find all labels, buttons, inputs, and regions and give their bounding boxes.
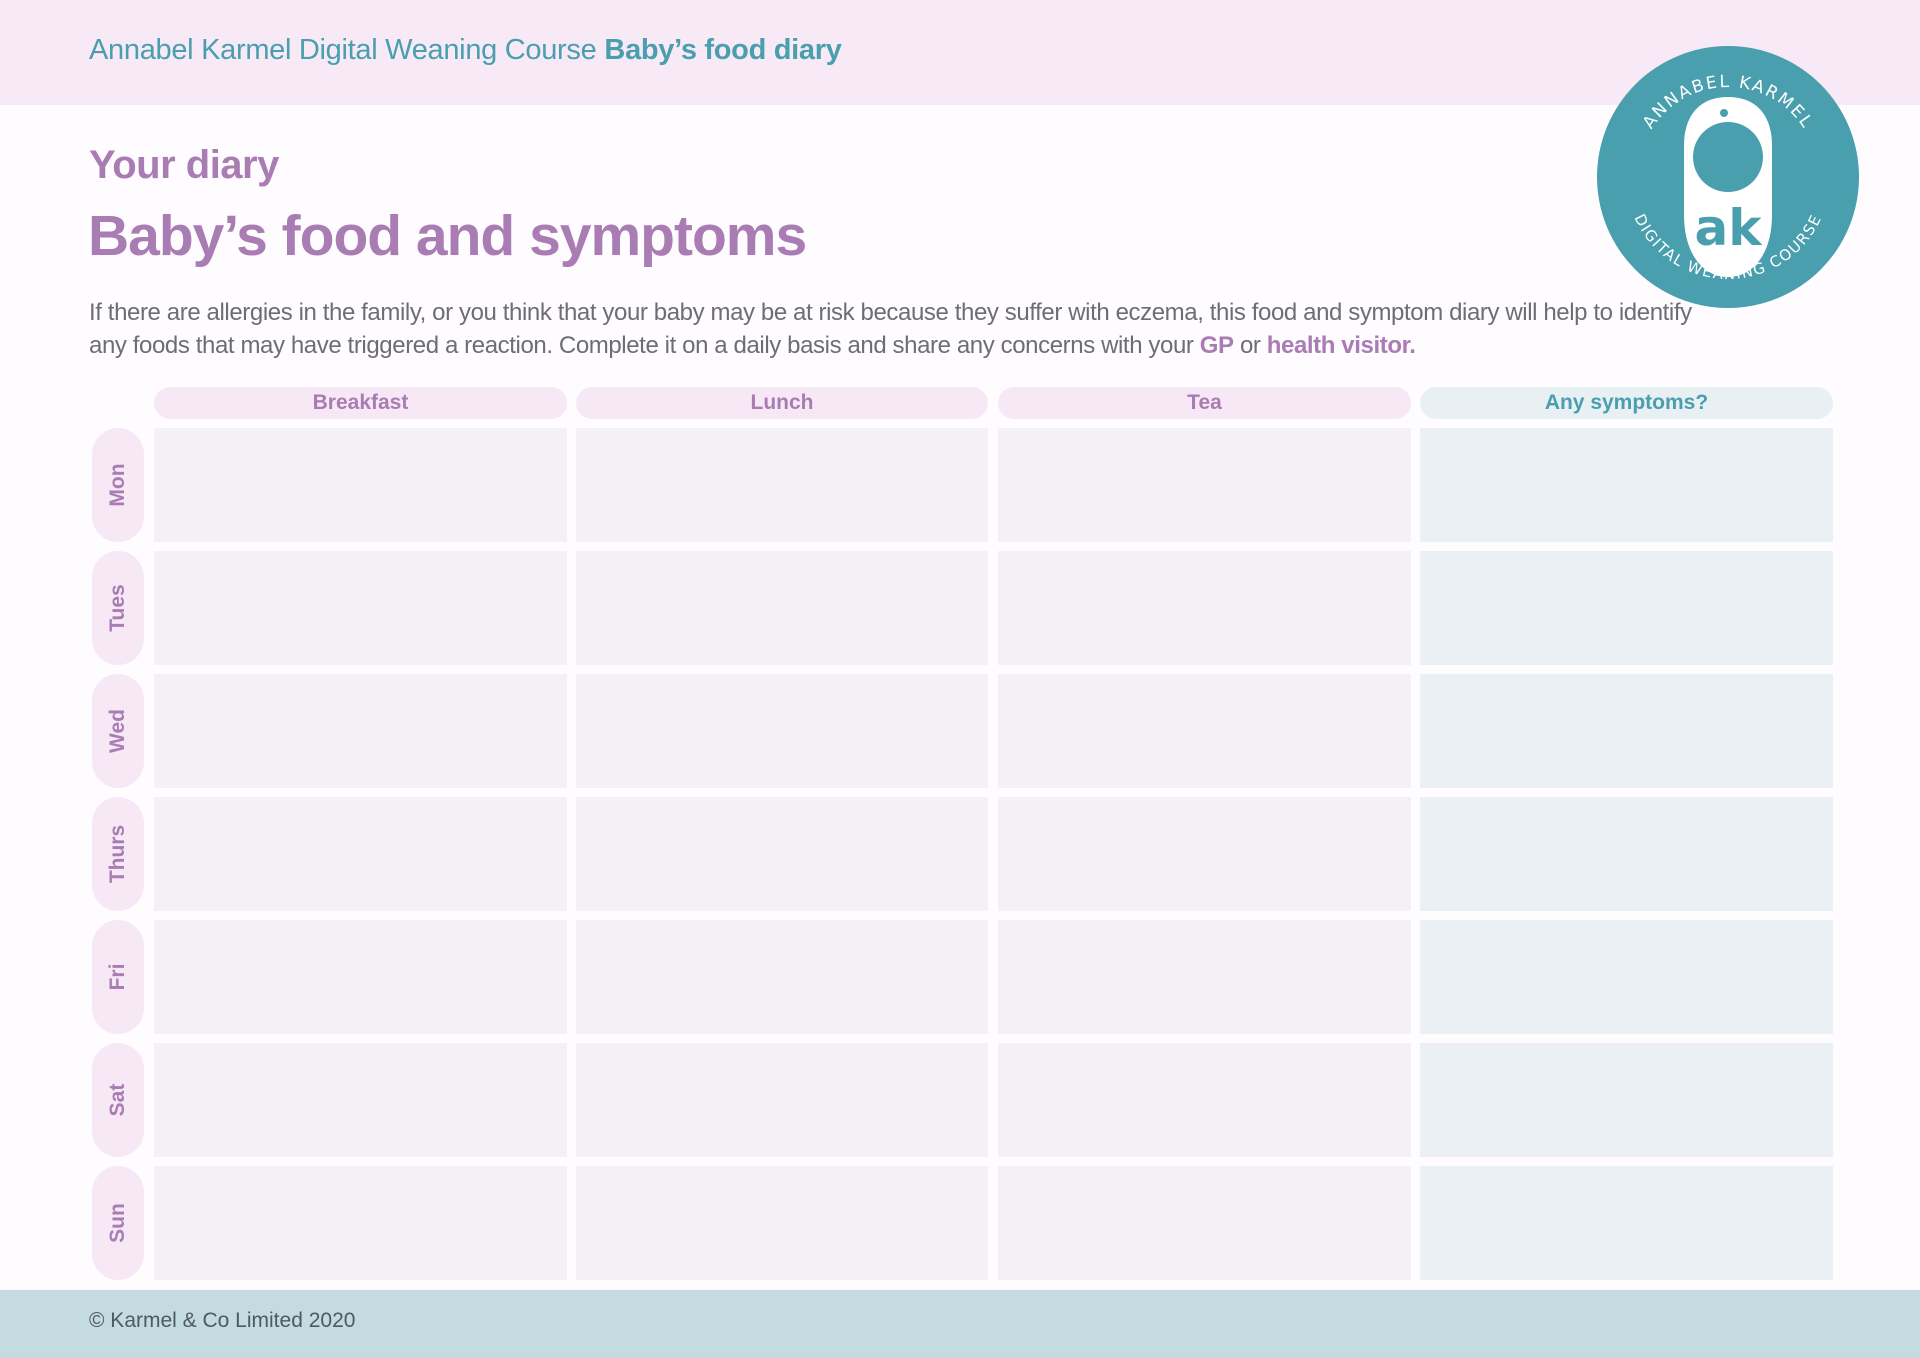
table-cell-wed-breakfast[interactable]	[154, 674, 567, 788]
column-header-tea: Tea	[998, 387, 1411, 419]
intro-text: If there are allergies in the family, or…	[89, 299, 1692, 359]
table-cell-tues-symptoms[interactable]	[1420, 551, 1833, 665]
bib-logo-icon: ak ANNABEL KARMEL DIGITAL WEANING COURSE	[1597, 46, 1859, 308]
table-cell-tues-tea[interactable]	[998, 551, 1411, 665]
day-label-thurs: Thurs	[92, 797, 144, 911]
table-cell-tues-lunch[interactable]	[576, 551, 988, 665]
table-cell-sun-lunch[interactable]	[576, 1166, 988, 1280]
table-cell-mon-lunch[interactable]	[576, 428, 988, 542]
top-banner: Annabel Karmel Digital Weaning Course Bab…	[0, 0, 1920, 105]
course-name: Annabel Karmel Digital Weaning Course	[89, 34, 597, 66]
table-cell-wed-lunch[interactable]	[576, 674, 988, 788]
table-cell-sat-symptoms[interactable]	[1420, 1043, 1833, 1157]
table-cell-sun-breakfast[interactable]	[154, 1166, 567, 1280]
table-cell-wed-tea[interactable]	[998, 674, 1411, 788]
table-cell-fri-lunch[interactable]	[576, 920, 988, 1034]
table-cell-thurs-symptoms[interactable]	[1420, 797, 1833, 911]
footer: © Karmel & Co Limited 2020	[0, 1290, 1920, 1358]
column-header-breakfast: Breakfast	[154, 387, 567, 419]
table-cell-mon-tea[interactable]	[998, 428, 1411, 542]
intro-paragraph: If there are allergies in the family, or…	[89, 296, 1709, 362]
table-cell-fri-symptoms[interactable]	[1420, 920, 1833, 1034]
day-label-fri: Fri	[92, 920, 144, 1034]
page-kicker: Your diary	[89, 143, 279, 187]
svg-text:ak: ak	[1695, 199, 1764, 257]
page-title: Baby’s food and symptoms	[88, 204, 807, 268]
table-cell-sun-tea[interactable]	[998, 1166, 1411, 1280]
table-cell-thurs-breakfast[interactable]	[154, 797, 567, 911]
table-cell-fri-tea[interactable]	[998, 920, 1411, 1034]
table-cell-sat-breakfast[interactable]	[154, 1043, 567, 1157]
table-cell-sun-symptoms[interactable]	[1420, 1166, 1833, 1280]
column-header-symptoms: Any symptoms?	[1420, 387, 1833, 419]
table-cell-mon-symptoms[interactable]	[1420, 428, 1833, 542]
day-label-mon: Mon	[92, 428, 144, 542]
day-label-sun: Sun	[92, 1166, 144, 1280]
table-cell-sat-lunch[interactable]	[576, 1043, 988, 1157]
table-cell-wed-symptoms[interactable]	[1420, 674, 1833, 788]
table-cell-mon-breakfast[interactable]	[154, 428, 567, 542]
table-cell-fri-breakfast[interactable]	[154, 920, 567, 1034]
section-title: Baby’s food diary	[604, 34, 842, 66]
table-cell-thurs-lunch[interactable]	[576, 797, 988, 911]
health-visitor-highlight: health visitor.	[1266, 332, 1416, 359]
gp-highlight: GP	[1199, 332, 1234, 359]
table-cell-tues-breakfast[interactable]	[154, 551, 567, 665]
table-cell-sat-tea[interactable]	[998, 1043, 1411, 1157]
course-title: Annabel Karmel Digital Weaning Course Bab…	[89, 34, 842, 67]
table-cell-thurs-tea[interactable]	[998, 797, 1411, 911]
intro-connector: or	[1233, 332, 1267, 359]
day-label-tues: Tues	[92, 551, 144, 665]
copyright-text: © Karmel & Co Limited 2020	[89, 1309, 356, 1332]
day-label-sat: Sat	[92, 1043, 144, 1157]
column-header-lunch: Lunch	[576, 387, 988, 419]
day-label-wed: Wed	[92, 674, 144, 788]
